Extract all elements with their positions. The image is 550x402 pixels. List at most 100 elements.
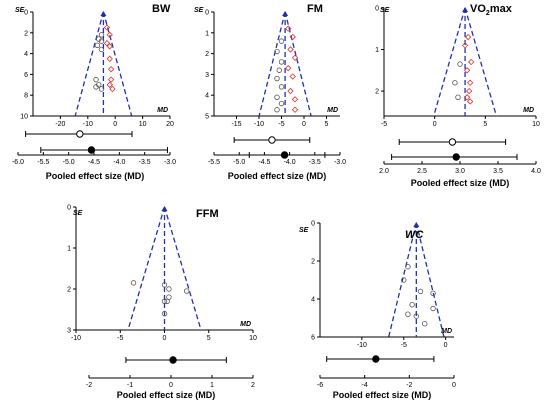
- study-point-black: [413, 313, 420, 319]
- forest-tick-label: -3.0: [334, 159, 346, 166]
- study-point-black: [274, 107, 280, 113]
- study-point-black: [409, 302, 415, 308]
- pooled-estimate-open: [268, 136, 276, 144]
- x-tick-label: 0: [302, 121, 306, 128]
- study-point-red: [106, 43, 113, 50]
- study-point-red: [107, 76, 115, 83]
- x-tick-label: 5: [483, 121, 487, 128]
- y-tick-label: 3: [205, 72, 209, 79]
- y-tick-label: 0: [375, 6, 379, 13]
- funnel-apex-marker: [161, 206, 168, 211]
- forest-tick-label: -3.5: [139, 159, 151, 166]
- study-point-black: [274, 75, 280, 82]
- x-tick-label: -15: [231, 121, 241, 128]
- x-tick-label: 5: [207, 335, 211, 342]
- x-tick-label: 0: [444, 342, 448, 349]
- x-tick-label: 5: [325, 121, 329, 128]
- vo2-panel: 0 1 2 -5 0 5 10 VO2max SE MD 2.0 2.5 3.0 3.5 4.0 Pooled…: [375, 3, 541, 188]
- study-point-red: [103, 40, 111, 47]
- funnel-left-limit: [388, 222, 417, 338]
- y-tick-label: 6: [311, 335, 315, 342]
- x-tick-label: -20: [55, 121, 65, 128]
- forest-tick-label: 2.5: [417, 168, 427, 175]
- y-tick-label: 4: [205, 93, 209, 100]
- pooled-effect-axis-label: Pooled effect size (MD): [411, 178, 510, 188]
- md-axis-label: MD: [523, 107, 534, 114]
- bw-panel: 0 2 4 6 8 10 -20 -10 0 10 20 BW SE MD -6.0 -5.5 -5.0 -4.5…: [12, 3, 176, 181]
- forest-tick-label: -3.0: [164, 159, 176, 166]
- study-point-red: [463, 94, 471, 101]
- md-axis-label: MD: [157, 107, 168, 114]
- x-tick-label: 10: [249, 335, 257, 342]
- study-point-black: [98, 86, 105, 92]
- study-point-black: [94, 42, 101, 48]
- study-point-black: [183, 288, 190, 294]
- panel-title: VO2max: [470, 3, 513, 17]
- forest-tick-label: -4: [362, 382, 368, 389]
- funnel-right-limit: [284, 11, 312, 117]
- study-point-red: [289, 33, 296, 41]
- study-point-black: [452, 80, 458, 86]
- study-point-black: [278, 38, 285, 44]
- study-point-black: [98, 32, 105, 38]
- pooled-effect-axis-label: Pooled effect size (MD): [117, 390, 216, 400]
- study-point-red: [103, 24, 111, 31]
- y-tick-label: 2: [24, 30, 28, 37]
- study-point-red: [461, 42, 469, 49]
- forest-tick-label: -4.5: [88, 159, 100, 166]
- y-tick-label: 10: [20, 114, 28, 121]
- se-axis-label: SE: [15, 7, 25, 14]
- study-point-black: [276, 67, 282, 73]
- pooled-estimate-open: [448, 138, 457, 146]
- study-point-black: [405, 311, 411, 317]
- study-point-black: [278, 100, 285, 107]
- study-point-red: [467, 58, 475, 66]
- x-tick-label: 10: [532, 121, 540, 128]
- y-tick-label: 0: [311, 221, 315, 228]
- forest-tick-label: -5.0: [233, 159, 245, 166]
- pooled-estimate-filled: [452, 153, 460, 161]
- study-point-red: [106, 31, 113, 39]
- panel-title: FFM: [196, 208, 219, 220]
- study-point-red: [463, 67, 471, 74]
- forest-tick-label: 4.0: [531, 168, 541, 175]
- study-point-black: [457, 61, 463, 67]
- study-point-red: [291, 106, 299, 113]
- y-tick-label: 0: [24, 10, 28, 17]
- md-axis-label: MD: [240, 321, 251, 328]
- panel-title: BW: [152, 3, 171, 15]
- funnel-right-limit: [163, 206, 202, 331]
- study-point-red: [464, 33, 472, 41]
- study-point-black: [417, 288, 424, 295]
- pooled-effect-axis-label: Pooled effect size (MD): [333, 390, 432, 400]
- study-point-black: [274, 48, 280, 55]
- pooled-estimate-filled: [372, 355, 380, 363]
- study-point-red: [106, 81, 113, 88]
- study-point-black: [405, 264, 411, 270]
- y-tick-label: 2: [67, 287, 71, 294]
- forest-tick-label: -5.5: [37, 159, 49, 166]
- study-point-red: [291, 54, 299, 61]
- funnel-right-limit: [415, 222, 445, 338]
- forest-tick-label: 1: [210, 382, 214, 389]
- funnel-right-limit: [102, 11, 133, 117]
- forest-tick-label: -6: [317, 382, 323, 389]
- study-point-black: [98, 38, 105, 44]
- study-point-red: [106, 55, 113, 62]
- se-axis-label: SE: [380, 7, 390, 14]
- md-axis-label: MD: [327, 107, 338, 114]
- fm-panel: 0 1 2 3 4 5 -15 -10 -5 0 5 FM SE MD -5.5 -5.0 -4.5 -4.0 -3…: [194, 3, 346, 181]
- x-tick-label: -5: [117, 335, 123, 342]
- y-tick-label: 0: [205, 10, 209, 17]
- study-point-red: [287, 46, 294, 53]
- study-point-black: [455, 94, 461, 101]
- study-point-black: [93, 84, 99, 90]
- study-point-black: [274, 94, 280, 100]
- study-point-black: [130, 280, 137, 286]
- forest-tick-label: 3.5: [493, 168, 503, 175]
- study-point-red: [285, 64, 292, 72]
- pooled-effect-axis-label: Pooled effect size (MD): [46, 171, 145, 181]
- funnel-left-limit: [433, 7, 466, 117]
- forest-tick-label: 2: [251, 382, 255, 389]
- study-point-red: [466, 98, 474, 105]
